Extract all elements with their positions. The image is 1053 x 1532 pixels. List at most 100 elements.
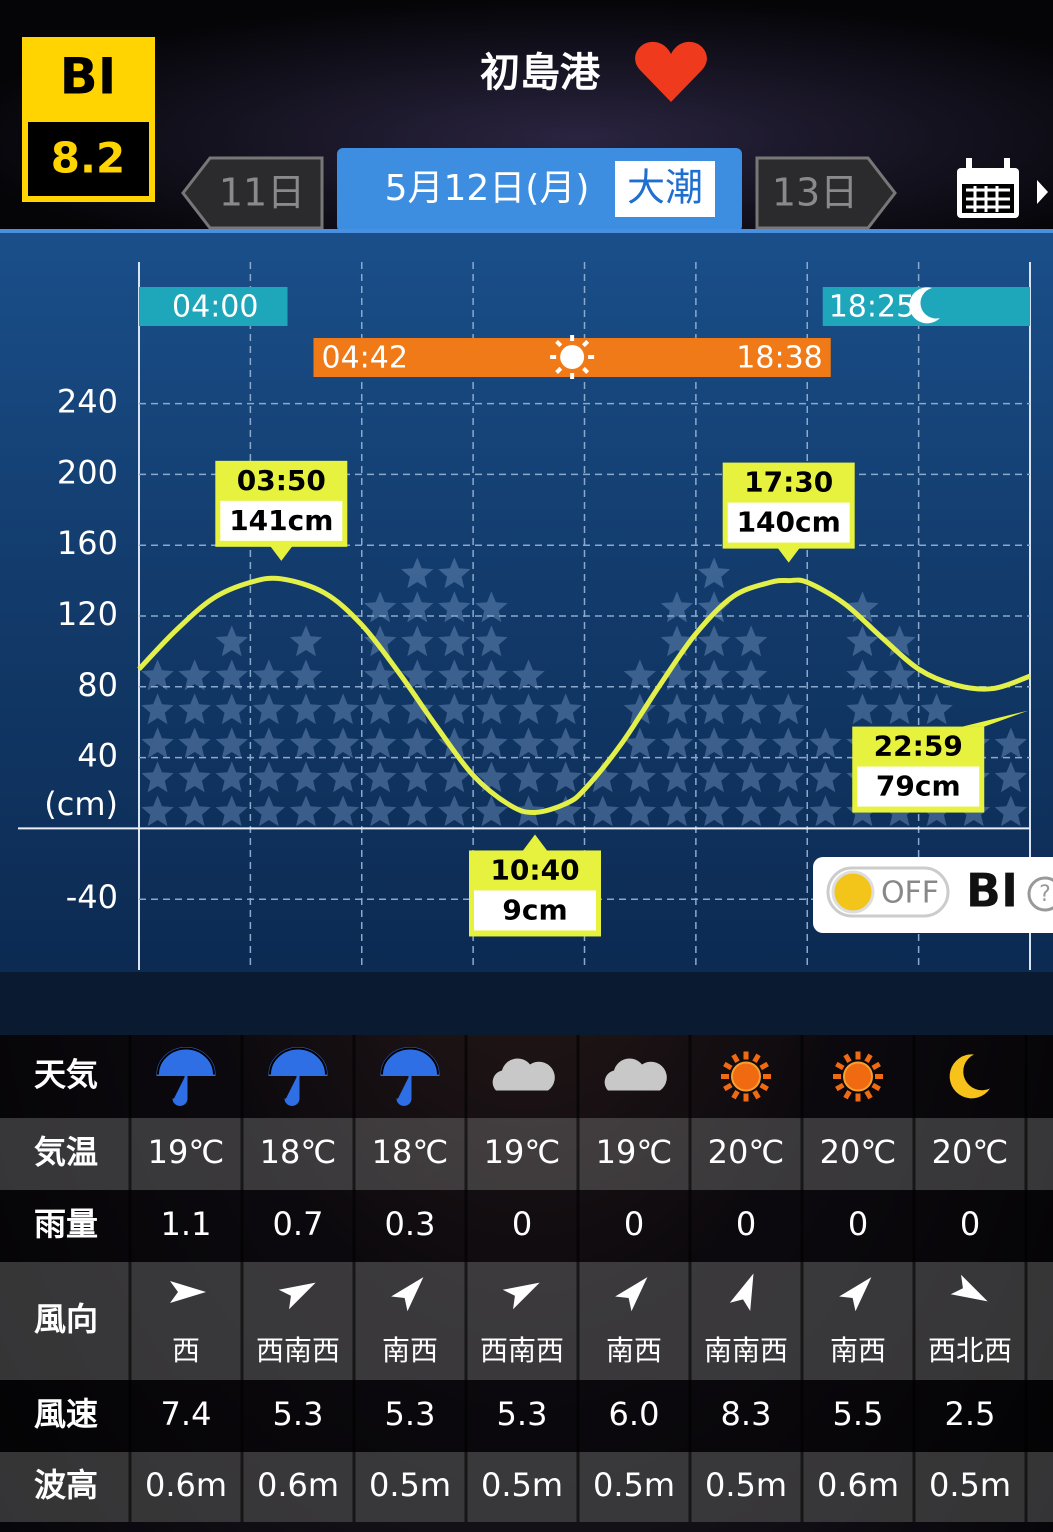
- prev-day-label: 11日: [219, 171, 305, 215]
- weather-cloud-icon: [492, 1058, 555, 1091]
- callout-inner: [474, 890, 596, 931]
- favorite-heart[interactable]: [635, 41, 707, 102]
- calendar-button[interactable]: [957, 158, 1048, 218]
- cell-text: 19℃: [596, 1133, 673, 1171]
- wind-arrow: [278, 1282, 316, 1310]
- y-tick-label: 240: [57, 383, 118, 421]
- cell-text: 20℃: [708, 1133, 785, 1171]
- cell-text: 0.5m: [705, 1466, 787, 1504]
- callout-inner: [220, 500, 343, 541]
- sun-set: 18:38: [736, 341, 822, 376]
- callout-pointer: [962, 710, 1029, 727]
- callout-height: 141cm: [229, 504, 333, 537]
- cell-text: 0.6m: [817, 1466, 899, 1504]
- table-row: [0, 1118, 1053, 1190]
- cell-text: 20℃: [932, 1133, 1009, 1171]
- sun-rise: 04:42: [321, 341, 407, 376]
- cell-text: 5.3: [385, 1395, 436, 1433]
- table-row: [0, 1380, 1053, 1452]
- time-axis-bar: [0, 972, 1053, 1035]
- cell-text: 19℃: [484, 1133, 561, 1171]
- cell-text: 南南西: [704, 1334, 788, 1367]
- callout-height: 9cm: [502, 893, 567, 926]
- prev-day-tab[interactable]: [181, 156, 324, 230]
- weather-sun-icon: [731, 1061, 761, 1092]
- moon-set: 04:00: [172, 290, 258, 325]
- weather-sun-rays: [833, 1051, 883, 1102]
- cell-text: 18℃: [372, 1133, 449, 1171]
- date-label: 5月12日(月): [385, 168, 590, 209]
- next-day-tab[interactable]: [755, 156, 897, 230]
- bi-value: 8.2: [51, 134, 125, 183]
- moon-rise: 18:25: [829, 290, 915, 325]
- y-tick-label: 200: [57, 453, 118, 491]
- callout-pointer: [776, 546, 801, 563]
- cell-text: 0: [736, 1205, 756, 1243]
- cell-text: 5.5: [833, 1395, 884, 1433]
- toggle-label: BI: [966, 864, 1018, 918]
- y-tick-label: 80: [77, 666, 118, 704]
- wind-arrow: [729, 1273, 754, 1311]
- cell-text: 南西: [606, 1334, 662, 1367]
- weather-rain-icon: [157, 1047, 215, 1075]
- table-row: [0, 1190, 1053, 1262]
- bi-badge-inner: [28, 122, 149, 196]
- row-label: 波高: [34, 1466, 98, 1504]
- callout-height: 140cm: [737, 506, 841, 539]
- callout-pointer: [523, 834, 547, 851]
- table-row: [0, 1452, 1053, 1522]
- y-tick-label: 40: [77, 737, 118, 775]
- row-label: 気温: [34, 1133, 98, 1171]
- wind-arrow: [391, 1277, 424, 1312]
- weather-sun-icon: [843, 1061, 873, 1092]
- y-axis-label: (cm): [44, 785, 118, 823]
- row-label: 風速: [34, 1395, 98, 1433]
- cell-text: 20℃: [820, 1133, 897, 1171]
- cell-text: 7.4: [161, 1395, 212, 1433]
- cell-text: 西南西: [256, 1334, 340, 1367]
- cell-text: 0: [960, 1205, 980, 1243]
- next-day-label: 13日: [772, 171, 858, 215]
- cell-text: 南西: [830, 1334, 886, 1367]
- y-tick-label: 120: [57, 595, 118, 633]
- row-label: 雨量: [34, 1205, 98, 1243]
- title: 初島港: [480, 50, 601, 96]
- cell-text: 8.3: [721, 1395, 772, 1433]
- wind-arrow: [502, 1282, 540, 1310]
- tide-type: 大潮: [627, 166, 703, 210]
- row-label: 天気: [34, 1056, 98, 1094]
- y-tick-label: 160: [57, 524, 118, 562]
- sun-icon: [560, 345, 585, 369]
- weather-cloud-icon: [604, 1058, 667, 1091]
- callout-time: 10:40: [490, 853, 579, 886]
- callout-pointer: [269, 544, 294, 561]
- table-row: [0, 1262, 1053, 1380]
- callout-time: 17:30: [744, 466, 833, 499]
- cell-text: 5.3: [273, 1395, 324, 1433]
- callout-height: 79cm: [876, 770, 961, 803]
- bi-toggle[interactable]: OFF BI ?: [813, 857, 1053, 933]
- cell-text: 0: [848, 1205, 868, 1243]
- weather-moon-icon: [949, 1054, 990, 1099]
- weather-rain-icon: [381, 1047, 439, 1075]
- y-tick-label: -40: [66, 878, 118, 916]
- weather-rain-icon: [269, 1047, 327, 1075]
- cell-text: 0.6m: [145, 1466, 227, 1504]
- cell-text: 0: [512, 1205, 532, 1243]
- callout-inner: [727, 502, 850, 543]
- cell-text: 西北西: [928, 1334, 1012, 1367]
- cell-text: 1.1: [161, 1205, 212, 1243]
- weather-sun-rays: [721, 1051, 771, 1102]
- cell-text: 0.7: [273, 1205, 324, 1243]
- header-divider: [0, 229, 1053, 233]
- cell-text: 0.5m: [481, 1466, 563, 1504]
- callout-inner: [857, 766, 980, 807]
- cell-text: 0.5m: [369, 1466, 451, 1504]
- cell-text: 5.3: [497, 1395, 548, 1433]
- cell-text: 0: [624, 1205, 644, 1243]
- row-label: 風向: [34, 1300, 98, 1338]
- cell-text: 18℃: [260, 1133, 337, 1171]
